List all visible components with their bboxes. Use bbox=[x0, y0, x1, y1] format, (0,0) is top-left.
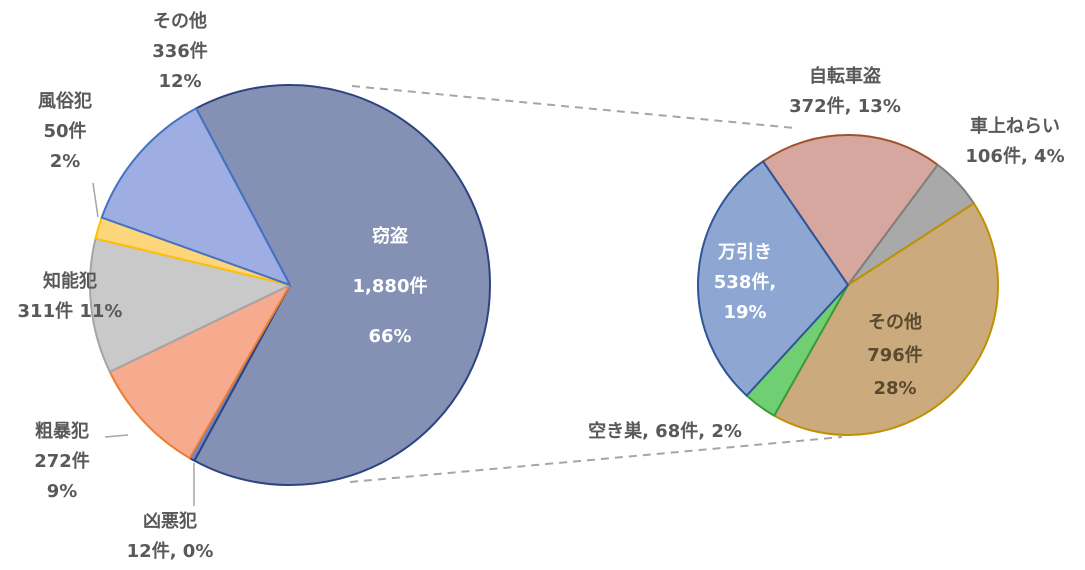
slice-label: 知能犯 bbox=[43, 270, 97, 292]
slice-label: 粗暴犯 bbox=[35, 420, 89, 442]
pie-slice bbox=[772, 201, 999, 436]
pie-slice bbox=[108, 282, 293, 460]
slice-label: 66% bbox=[368, 326, 411, 347]
pie-slice bbox=[89, 237, 293, 374]
slice-label: 12% bbox=[158, 71, 201, 92]
leader-line bbox=[104, 434, 129, 438]
pie-slice bbox=[100, 107, 293, 287]
connector-line bbox=[349, 436, 843, 483]
slice-label: 万引き bbox=[717, 242, 772, 263]
slice-label: 自転車盗 bbox=[809, 65, 881, 87]
slice-label: 372件, 13% bbox=[789, 95, 901, 117]
slice-label: 272件 bbox=[34, 450, 90, 472]
pie-slice bbox=[697, 159, 850, 398]
slice-label: 311件 11% bbox=[18, 300, 123, 322]
slice-label: 538件, bbox=[714, 271, 776, 293]
slice-label: 窃盗 bbox=[372, 225, 408, 247]
slice-label: 796件 bbox=[867, 344, 923, 366]
slice-label: 28% bbox=[873, 378, 916, 399]
slice-label: 車上ねらい bbox=[970, 115, 1060, 137]
slice-label: 50件 bbox=[43, 120, 86, 142]
pie-slice bbox=[761, 134, 940, 287]
slice-label: 風俗犯 bbox=[38, 90, 92, 112]
leader-line bbox=[92, 182, 99, 218]
slice-label: 2% bbox=[50, 151, 81, 172]
connector-line bbox=[351, 85, 796, 129]
slice-label: 19% bbox=[723, 302, 766, 323]
slice-label: 1,880件 bbox=[353, 275, 428, 297]
slice-label: 凶悪犯 bbox=[143, 510, 197, 532]
slice-label: 106件, 4% bbox=[965, 145, 1064, 167]
slice-label: 336件 bbox=[152, 40, 208, 62]
pie-slice bbox=[193, 84, 491, 486]
slice-label: 12件, 0% bbox=[127, 540, 214, 562]
slice-label: 9% bbox=[47, 481, 78, 502]
slice-label: 空き巣, 68件, 2% bbox=[588, 420, 742, 442]
slice-label: その他 bbox=[868, 311, 922, 333]
slice-label: その他 bbox=[153, 10, 207, 32]
